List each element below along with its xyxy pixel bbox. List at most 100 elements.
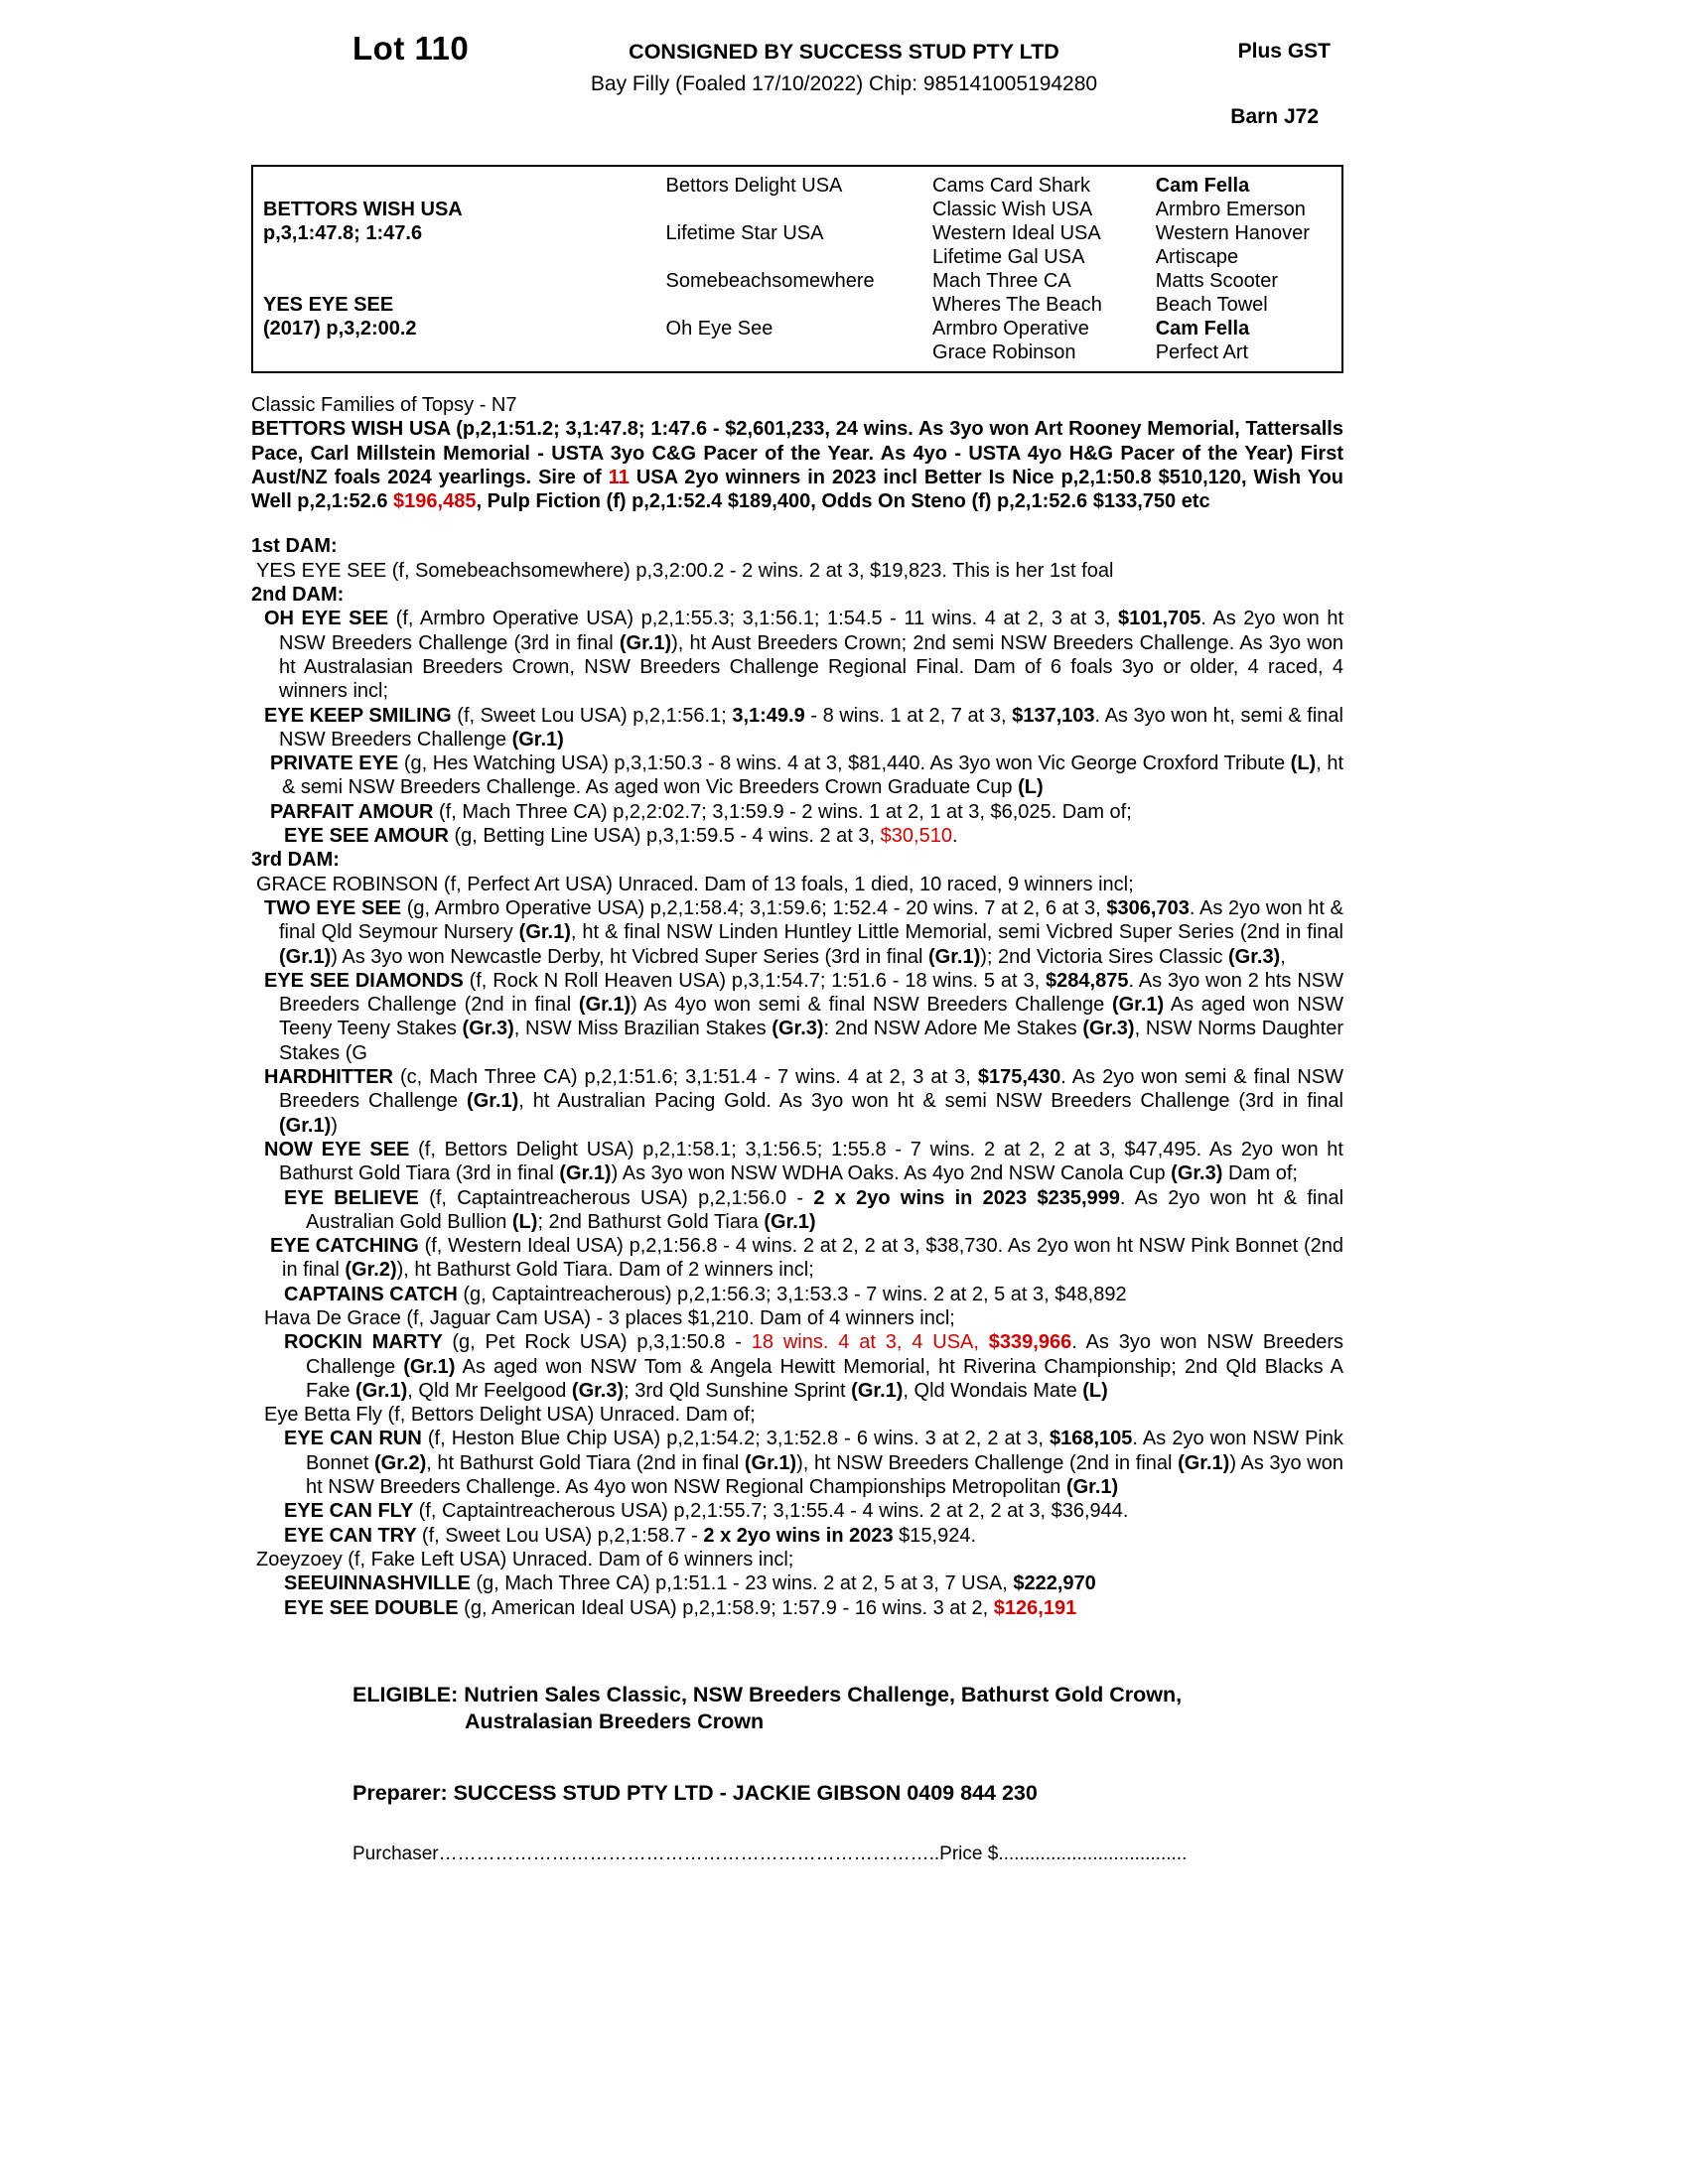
text-segment: (Gr.3) (1227, 945, 1281, 968)
text-segment: , ht & semi NSW Breeders Challenge. As a… (282, 752, 1344, 799)
text-segment: TWO EYE SEE (264, 896, 407, 919)
text-segment: As aged won NSW Tom & Angela Hewitt Memo… (306, 1355, 1344, 1402)
text-segment: NOW EYE SEE (264, 1138, 419, 1160)
pedigree-cell: Wheres The Beach (932, 293, 1102, 316)
text-segment: (f, Armbro Operative USA) p,2,1:55.3; 3,… (395, 608, 1118, 630)
family-line: Classic Families of Topsy - N7 (251, 394, 517, 416)
text-segment: (Gr.1) (1065, 1476, 1119, 1499)
text-segment: $175,430 (977, 1066, 1061, 1089)
text-segment: GRACE ROBINSON (f, Perfect Art USA) Unra… (256, 873, 1134, 895)
text-segment: EYE SEE AMOUR (284, 825, 455, 848)
pedigree-cell (253, 245, 656, 269)
text-segment: (L) (511, 1210, 538, 1233)
text-segment: EYE CAN TRY (284, 1524, 422, 1547)
text-segment: (Gr.1) (403, 1355, 456, 1378)
text-segment: (Gr.1) (1178, 1451, 1230, 1474)
pedigree-cell (656, 293, 923, 317)
header-center: CONSIGNED BY SUCCESS STUD PTY LTD Bay Fi… (541, 40, 1147, 96)
pedigree-row: Grace Robinson Perfect Art (253, 341, 1341, 364)
text-segment: EYE KEEP SMILING (264, 704, 458, 727)
text-segment: Zoeyzoey (f, Fake Left USA) Unraced. Dam… (256, 1548, 794, 1570)
text-segment: . As 2yo won ht & final Australian Gold … (306, 1186, 1344, 1233)
text-segment: 11 (608, 466, 630, 488)
text-segment: YES EYE SEE (f, Somebeachsomewhere) p,3,… (256, 559, 1114, 582)
eligible-races-line1: Nutrien Sales Classic, NSW Breeders Chal… (464, 1682, 1183, 1706)
text-segment: $101,705 (1118, 608, 1201, 630)
text-segment: (Gr.3) (772, 1018, 824, 1040)
purchaser-line: Purchaser……………………………………………………………………..Pri… (251, 1843, 1343, 1865)
entry-eye-can-run: EYE CAN RUN (f, Heston Blue Chip USA) p,… (251, 1427, 1343, 1499)
text-segment: ) As 3yo won Newcastle Derby, ht Vicbred… (331, 945, 929, 968)
text-segment: (f, Heston Blue Chip USA) p,2,1:54.2; 3,… (427, 1428, 1050, 1450)
text-segment: ; 2nd Bathurst Gold Tiara (537, 1210, 765, 1233)
text-segment: (Gr.1) (559, 1162, 612, 1185)
pedigree-cell: Bettors Delight USA (665, 174, 843, 197)
pedigree-cell: Lifetime Star USA (665, 221, 824, 244)
entry-now-eye-see: NOW EYE SEE (f, Bettors Delight USA) p,2… (251, 1138, 1343, 1186)
text-segment: (Gr.3) (1171, 1162, 1223, 1185)
pedigree-row: (2017) p,3,2:00.2 Oh Eye See Armbro Operat… (253, 317, 1341, 341)
dam2-header: 2nd DAM: (251, 583, 1343, 607)
entry-grace-robinson: GRACE ROBINSON (f, Perfect Art USA) Unra… (251, 873, 1343, 896)
text-segment: 2nd DAM: (251, 584, 345, 607)
text-segment: $15,924. (893, 1524, 977, 1547)
text-segment: (Gr.1) (355, 1379, 408, 1402)
text-segment: $222,970 (1013, 1572, 1096, 1595)
text-segment: ); 2nd Victoria Sires Classic (980, 945, 1228, 968)
text-segment: (c, Mach Three CA) p,2,1:51.6; 3,1:51.4 … (400, 1066, 978, 1089)
text-segment: (g, Pet Rock USA) p,3,1:50.8 - (452, 1331, 752, 1354)
text-segment: ) As 3yo won NSW WDHA Oaks. As 4yo 2nd N… (611, 1162, 1172, 1185)
text-segment: : 2nd NSW Adore Me Stakes (823, 1018, 1083, 1040)
pedigree-cell (656, 245, 923, 269)
text-segment: , NSW Norms Daughter Stakes (G (279, 1018, 1343, 1064)
pedigree-cell: Perfect Art (1155, 341, 1249, 363)
pedigree-cell (253, 269, 656, 293)
text-segment: (L) (1018, 776, 1044, 799)
pedigree-cell: Grace Robinson (932, 341, 1076, 363)
pedigree-row: Bettors Delight USA Cams Card Shark Cam Fe… (253, 174, 1341, 198)
text-segment: EYE BELIEVE (284, 1186, 430, 1209)
text-segment: (Gr.1) (1111, 994, 1165, 1017)
barn-label: Barn J72 (1230, 105, 1319, 128)
text-segment: PARFAIT AMOUR (270, 800, 439, 823)
entry-two-eye-see: TWO EYE SEE (g, Armbro Operative USA) p,… (251, 896, 1343, 969)
entry-eye-see-diamonds: EYE SEE DIAMONDS (f, Rock N Roll Heaven … (251, 969, 1343, 1065)
dam1-header: 1st DAM: (251, 534, 1343, 558)
entry-eye-keep-smiling: EYE KEEP SMILING (f, Sweet Lou USA) p,2,… (251, 704, 1343, 752)
text-segment: $137,103 (1012, 704, 1095, 727)
text-segment: , (1280, 945, 1286, 968)
pedigree-cell (253, 174, 656, 198)
text-segment: (f, Bettors Delight USA) p,2,1:58.1; 3,1… (279, 1138, 1343, 1185)
text-segment: . As 2yo won ht & final Qld Seymour Nurs… (279, 896, 1344, 944)
text-segment: , ht Bathurst Gold Tiara (2nd in final (426, 1451, 745, 1474)
text-segment: (Gr.1) (619, 631, 672, 654)
pedigree-table: Bettors Delight USA Cams Card Shark Cam Fe… (253, 174, 1341, 364)
text-segment: ) (331, 1114, 338, 1137)
plus-gst-label: Plus GST (1237, 40, 1331, 63)
text-segment: PRIVATE EYE (270, 752, 404, 775)
text-segment: , ht & final NSW Linden Huntley Little M… (570, 921, 1343, 944)
text-segment: (Gr.3) (1082, 1018, 1135, 1040)
pedigree-cell: YES EYE SEE (263, 293, 394, 316)
text-segment: , Qld Mr Feelgood (407, 1379, 572, 1402)
eligible-races-line2: Australasian Breeders Crown (465, 1708, 765, 1733)
pedigree-cell: Armbro Emerson (1155, 198, 1306, 220)
pedigree-cell: Western Ideal USA (932, 221, 1101, 244)
text-segment: ; 3rd Qld Sunshine Sprint (624, 1379, 852, 1402)
text-segment: (Gr.3) (571, 1379, 625, 1402)
text-segment: EYE CAN FLY (284, 1500, 419, 1523)
dam3-header: 3rd DAM: (251, 848, 1343, 872)
text-segment: (f, Western Ideal USA) p,2,1:56.8 - 4 wi… (282, 1235, 1343, 1282)
pedigree-cell: Cam Fella (1155, 317, 1250, 340)
purchaser-dotted-line: …………………………………………………………………….. (438, 1843, 940, 1864)
text-segment: $168,105 (1050, 1428, 1133, 1450)
text-segment: ), ht Aust Breeders Crown; 2nd semi NSW … (279, 631, 1344, 703)
price-label: Price $ (939, 1843, 999, 1864)
text-segment: . As 3yo won NSW Breeders Challenge (306, 1331, 1343, 1378)
text-segment: (g, Armbro Operative USA) p,2,1:58.4; 3,… (406, 896, 1107, 919)
eligible-section: ELIGIBLE: Nutrien Sales Classic, NSW Bre… (251, 1682, 1343, 1735)
pedigree-cell: Oh Eye See (665, 317, 774, 340)
text-segment: . As 3yo won ht, semi & final NSW Breede… (279, 704, 1343, 751)
text-segment: $306,703 (1106, 896, 1190, 919)
text-segment: ) As 4yo won semi & final NSW Breeders C… (631, 994, 1112, 1017)
